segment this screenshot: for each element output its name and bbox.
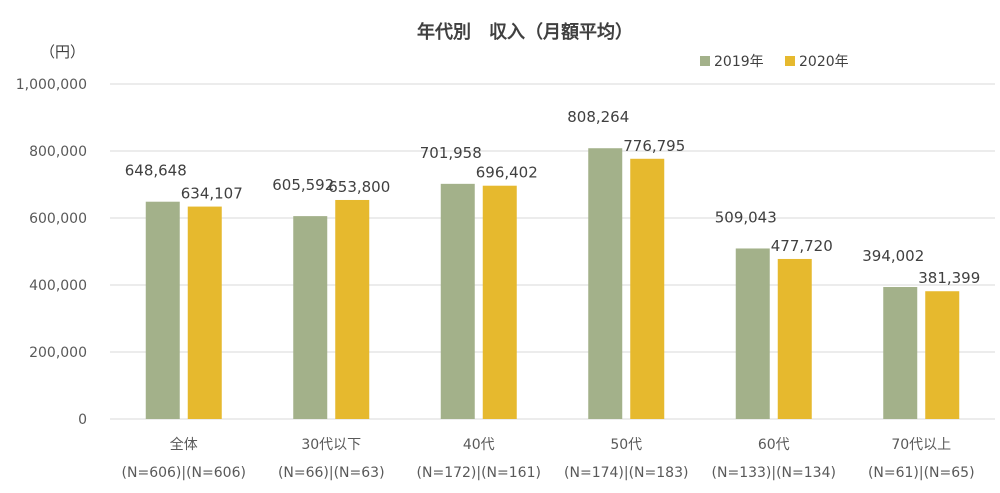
data-label: 776,795: [623, 137, 685, 155]
x-category-label: 40代: [463, 437, 495, 453]
legend-label-2019: 2019年: [714, 54, 764, 70]
y-tick-label: 0: [78, 412, 87, 428]
legend-label-2020: 2020年: [799, 54, 849, 70]
bar-2019: [440, 183, 475, 419]
y-tick-label: 200,000: [29, 345, 87, 361]
x-category-label: 30代以下: [301, 437, 361, 453]
x-category-sublabel: (N=133)|(N=134): [712, 465, 836, 481]
bar-2020: [187, 206, 222, 419]
legend-swatch-2019: [700, 56, 710, 66]
x-axis-categories: 全体 (N=606)|(N=606) 30代以下 (N=66)|(N=63) 40代 (N…: [122, 436, 975, 481]
y-axis-unit: （円）: [40, 43, 85, 61]
data-label: 648,648: [125, 162, 187, 180]
bar-2020: [777, 258, 812, 419]
data-label: 808,264: [567, 108, 629, 126]
bar-2019: [293, 216, 328, 419]
data-label: 696,402: [476, 164, 538, 182]
legend-swatch-2020: [785, 56, 795, 66]
x-category-label: 60代: [758, 437, 790, 453]
gridlines: [110, 83, 995, 420]
x-category-label: 全体: [170, 436, 198, 453]
x-category-label: 70代以上: [891, 437, 951, 453]
bar-2019: [145, 201, 180, 419]
y-tick-label: 800,000: [29, 144, 87, 160]
x-category-sublabel: (N=61)|(N=65): [868, 465, 975, 481]
bar-2020: [482, 185, 517, 419]
bar-2019: [883, 287, 918, 419]
data-label: 381,399: [918, 269, 980, 287]
data-label: 653,800: [328, 178, 390, 196]
data-label: 701,958: [420, 144, 482, 162]
data-label: 394,002: [862, 247, 924, 265]
x-category-sublabel: (N=66)|(N=63): [278, 465, 385, 481]
bar-2020: [925, 291, 960, 419]
y-tick-label: 400,000: [29, 278, 87, 294]
x-category-label: 50代: [610, 437, 642, 453]
chart-title: 年代別 収入（月額平均）: [417, 21, 633, 43]
bar-2019: [735, 248, 770, 419]
y-tick-label: 1,000,000: [16, 77, 87, 93]
data-label: 477,720: [771, 237, 833, 255]
y-axis-ticks: 0 200,000 400,000 600,000 800,000 1,000,000: [16, 77, 87, 428]
y-tick-label: 600,000: [29, 211, 87, 227]
x-category-sublabel: (N=606)|(N=606): [122, 465, 246, 481]
data-label: 634,107: [181, 185, 243, 203]
bars: [145, 148, 960, 419]
bar-2020: [630, 158, 665, 419]
legend: 2019年 2020年: [700, 54, 849, 70]
data-label: 509,043: [715, 208, 777, 226]
bar-2020: [335, 199, 370, 419]
x-category-sublabel: (N=174)|(N=183): [564, 465, 688, 481]
x-category-sublabel: (N=172)|(N=161): [417, 465, 541, 481]
data-label: 605,592: [272, 176, 334, 194]
bar-2019: [588, 148, 623, 419]
